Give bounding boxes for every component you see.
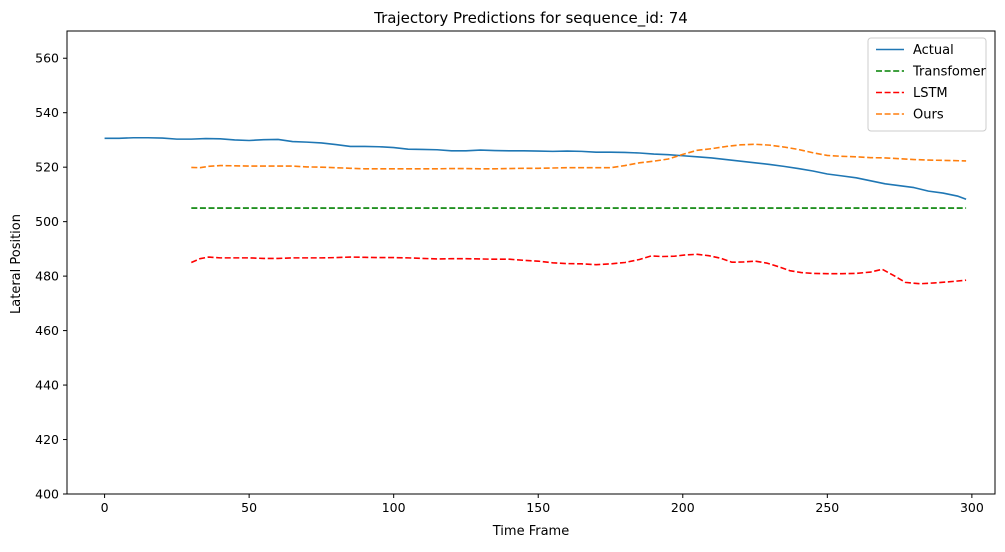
y-tick-label: 400 xyxy=(35,487,59,502)
x-tick-label: 100 xyxy=(382,500,406,515)
chart-title: Trajectory Predictions for sequence_id: … xyxy=(373,9,688,28)
legend-label: Transfomer xyxy=(912,65,987,80)
series-line-actual xyxy=(104,136,967,201)
y-tick-label: 520 xyxy=(35,160,59,175)
x-tick-label: 0 xyxy=(101,500,109,515)
legend: Actual Transfomer LSTM Ours xyxy=(867,37,987,132)
x-tick-label: 200 xyxy=(671,500,695,515)
x-axis-label: Time Frame xyxy=(492,524,569,539)
y-tick-label: 440 xyxy=(35,378,59,393)
y-tick-label: 420 xyxy=(35,432,59,447)
legend-label: Actual xyxy=(913,43,954,58)
y-tick-label: 480 xyxy=(35,269,59,284)
plot-frame xyxy=(66,30,996,495)
y-tick-label: 500 xyxy=(35,214,59,229)
axis-ticks: 0 50 100 150 200 250 300 400 420 440 460 480 500 520 5… xyxy=(35,51,984,515)
legend-box xyxy=(867,37,987,132)
y-tick-label: 540 xyxy=(35,105,59,120)
y-axis-label: Lateral Position xyxy=(9,214,24,314)
x-tick-label: 150 xyxy=(526,500,550,515)
y-tick-label: 460 xyxy=(35,323,59,338)
legend-label: Ours xyxy=(913,108,944,123)
series-line-lstm xyxy=(190,253,967,285)
x-tick-label: 50 xyxy=(241,500,257,515)
x-tick-label: 250 xyxy=(815,500,839,515)
series-layer xyxy=(104,136,967,285)
legend-label: LSTM xyxy=(913,86,948,101)
y-tick-label: 560 xyxy=(35,51,59,66)
series-line-ours xyxy=(191,143,967,170)
x-tick-label: 300 xyxy=(960,500,984,515)
